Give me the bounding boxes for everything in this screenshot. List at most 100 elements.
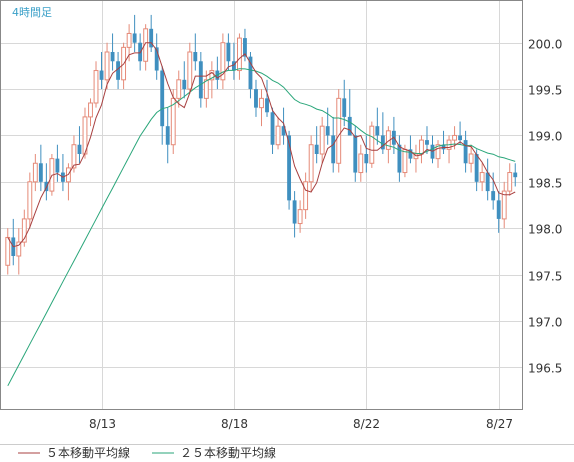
plot-border xyxy=(0,0,523,410)
candle-body xyxy=(485,172,490,192)
candle-body xyxy=(474,154,479,182)
candle-body xyxy=(513,172,518,178)
candle-body xyxy=(27,181,33,220)
candle-body xyxy=(479,172,485,183)
y-tick-label: 197.5 xyxy=(528,270,562,284)
x-tick-label: 8/13 xyxy=(89,417,116,431)
candle-body xyxy=(32,162,38,183)
candle-body xyxy=(303,181,309,211)
candle-body xyxy=(187,51,193,90)
candle-body xyxy=(176,79,182,99)
candle-body xyxy=(193,52,198,62)
candle-body xyxy=(435,144,441,160)
candle-body xyxy=(308,144,314,183)
y-axis-ticks: 200.0 199.5 199.0 198.5 198.0 197.5 197.0 196.5 xyxy=(528,38,562,376)
ma5-line xyxy=(7,42,516,248)
candle-body xyxy=(265,98,269,113)
candle-body xyxy=(507,172,513,192)
candle-body xyxy=(287,135,292,201)
candle-body xyxy=(104,51,110,81)
candle-body xyxy=(259,97,264,109)
candle-body xyxy=(203,79,209,99)
candle-body xyxy=(231,61,236,71)
candle-body xyxy=(468,153,474,164)
candle-body xyxy=(458,135,463,141)
y-tick-label: 198.5 xyxy=(528,177,562,191)
candle-body xyxy=(408,149,413,159)
candle-body xyxy=(342,98,347,117)
candle-body xyxy=(281,126,286,136)
candle-body xyxy=(226,42,231,62)
candle-body xyxy=(325,126,330,136)
legend: ５本移動平均線 ２５本移動平均線 xyxy=(18,445,276,460)
candle-body xyxy=(170,97,176,146)
candle-body xyxy=(143,28,149,62)
candle-body xyxy=(491,191,496,201)
candle-body xyxy=(419,139,424,155)
legend-label: ２５本移動平均線 xyxy=(180,445,276,460)
candle-body xyxy=(496,200,501,219)
candle-body xyxy=(364,154,369,164)
candle-body xyxy=(380,135,385,150)
candle-body xyxy=(126,32,132,48)
candle-body xyxy=(292,200,297,224)
candle-body xyxy=(375,126,380,136)
candle-body xyxy=(254,89,258,108)
candle-body xyxy=(55,158,60,173)
candle-body xyxy=(209,70,215,81)
candle-body xyxy=(99,70,104,80)
candle-body xyxy=(331,135,336,164)
candle-body xyxy=(182,79,187,90)
candle-body xyxy=(275,125,281,146)
timeframe-label: 4時間足 xyxy=(12,6,52,19)
y-tick-label: 197.0 xyxy=(528,316,562,330)
candle-body xyxy=(402,148,408,174)
y-tick-label: 196.5 xyxy=(528,362,562,376)
candle-body xyxy=(353,135,358,173)
grid-lines xyxy=(1,1,522,409)
candle-body xyxy=(369,125,375,164)
y-tick-label: 199.5 xyxy=(528,84,562,98)
x-tick-label: 8/18 xyxy=(221,417,248,431)
candle-body xyxy=(319,125,325,155)
candle-body xyxy=(463,140,468,164)
x-axis-ticks: 8/13 8/18 8/22 8/27 xyxy=(89,417,513,431)
candle-body xyxy=(243,38,247,57)
candle-body xyxy=(71,144,77,169)
candle-body xyxy=(347,116,352,136)
candle-body xyxy=(452,134,457,141)
candle-body xyxy=(160,70,165,127)
candle-body xyxy=(314,144,319,154)
candle-body xyxy=(116,61,121,80)
candle-body xyxy=(397,144,402,173)
x-tick-label: 8/22 xyxy=(353,417,380,431)
candle-body xyxy=(336,97,342,164)
candle-body xyxy=(110,52,115,62)
candle-body xyxy=(165,126,170,145)
x-tick-label: 8/27 xyxy=(486,417,513,431)
candle-body xyxy=(77,144,82,154)
ma25-line xyxy=(7,68,516,387)
candle-body xyxy=(93,70,99,104)
candle-body xyxy=(154,47,159,71)
candle-body xyxy=(38,163,43,182)
candle-body xyxy=(248,56,253,90)
candle-body xyxy=(220,42,226,81)
candle-body xyxy=(16,241,22,257)
y-tick-label: 200.0 xyxy=(528,38,562,52)
candle-body xyxy=(149,28,154,48)
candle-body xyxy=(425,140,429,145)
candle-body xyxy=(198,61,203,99)
candle-body xyxy=(270,112,275,145)
candle-body xyxy=(297,209,303,225)
candle-body xyxy=(501,190,507,220)
candle-body xyxy=(21,218,27,243)
candle-body xyxy=(5,236,11,266)
y-tick-label: 199.0 xyxy=(528,130,562,144)
candle-body xyxy=(88,102,93,118)
y-tick-label: 198.0 xyxy=(528,223,562,237)
candle-body xyxy=(358,153,364,174)
